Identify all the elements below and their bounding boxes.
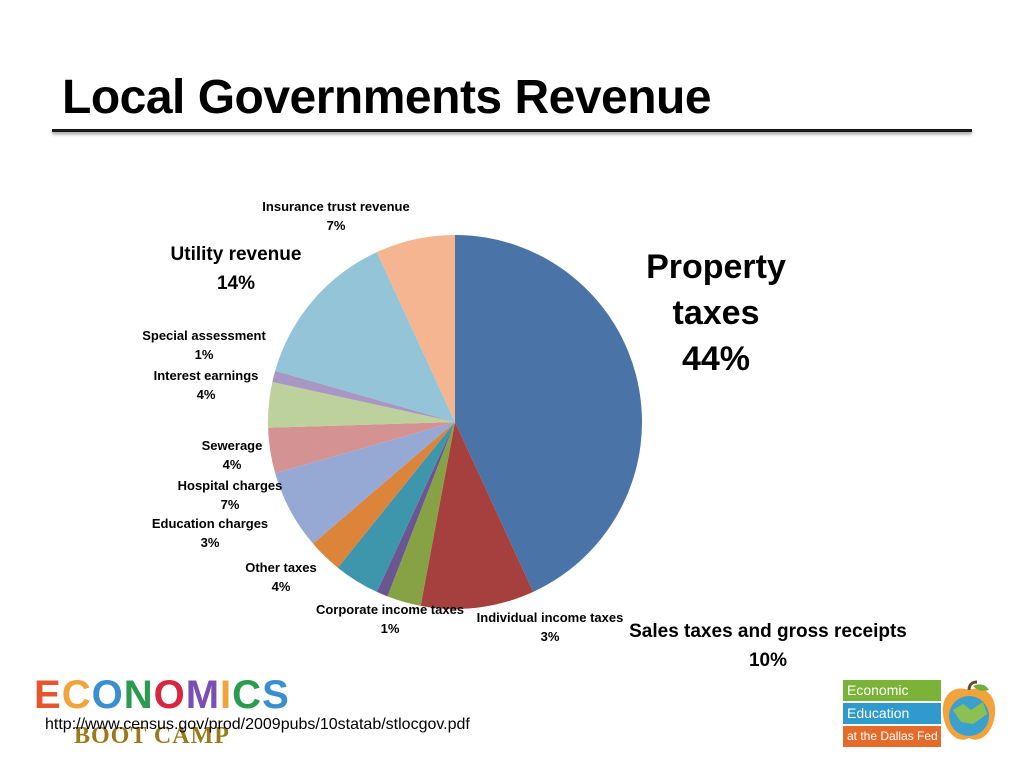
boot-camp-text: BOOT CAMP — [74, 723, 230, 749]
pie-slice-sewerage — [268, 422, 455, 474]
pie-slice-other-taxes — [337, 422, 455, 592]
apple-globe-icon — [942, 680, 996, 740]
wordmark-letter: I — [220, 673, 233, 717]
wordmark-letter: M — [185, 673, 221, 717]
logo-line-dallas-fed: at the Dallas Fed — [843, 726, 941, 747]
slice-label: Special assessment 1% — [142, 328, 266, 362]
pie-slice-property-taxes — [455, 235, 642, 592]
pie-slice-hospital-charges — [275, 422, 455, 544]
slice-label: Utility revenue 14% — [171, 244, 302, 294]
wordmark-letter: O — [91, 673, 124, 717]
wordmark-letter: N — [123, 673, 154, 717]
slice-label: Sewerage 4% — [202, 438, 263, 472]
pie-slice-interest-earnings — [268, 381, 455, 428]
slice-label: Hospital charges 7% — [178, 478, 283, 512]
wordmark-letter: E — [34, 673, 62, 717]
slice-label: Sales taxes and gross receipts 10% — [629, 621, 907, 671]
slice-label: Interest earnings 4% — [154, 368, 259, 402]
logo-line-economic: Economic — [843, 680, 941, 701]
logo-line-education: Education — [843, 703, 941, 724]
wordmark-letter: C — [61, 673, 92, 717]
pie-slice-corporate-income-taxes — [376, 422, 455, 597]
slice-label: Other taxes 4% — [245, 560, 317, 594]
pie-slice-sales-taxes-and-gross-receipts — [420, 422, 534, 610]
slice-label: Education charges 3% — [152, 516, 268, 550]
wordmark-letter: O — [153, 673, 186, 717]
slice-label: Individual income taxes 3% — [477, 610, 624, 644]
slide-title: Local Governments Revenue — [62, 71, 712, 124]
pie-slice-education-charges — [312, 422, 455, 568]
title-underline — [52, 129, 972, 132]
slice-label: Property taxes 44% — [646, 248, 786, 378]
wordmark-letter: S — [262, 673, 290, 717]
revenue-pie-chart: Property taxes 44% Sales taxes and gross re… — [142, 199, 907, 671]
pie-slice-individual-income-taxes — [387, 422, 455, 606]
slice-label: Insurance trust revenue 7% — [262, 199, 409, 233]
slice-label: Corporate income taxes 1% — [316, 602, 464, 636]
economic-education-dallas-fed-logo: Economic Education at the Dallas Fed — [843, 676, 1003, 750]
pie-slice-special-assessment — [272, 370, 455, 422]
pie-slice-insurance-trust-revenue — [376, 235, 455, 422]
wordmark-letter: C — [232, 673, 263, 717]
pie-slice-utility-revenue — [275, 252, 455, 422]
source-link[interactable]: http://www.census.gov/prod/2009pubs/10st… — [45, 716, 470, 733]
